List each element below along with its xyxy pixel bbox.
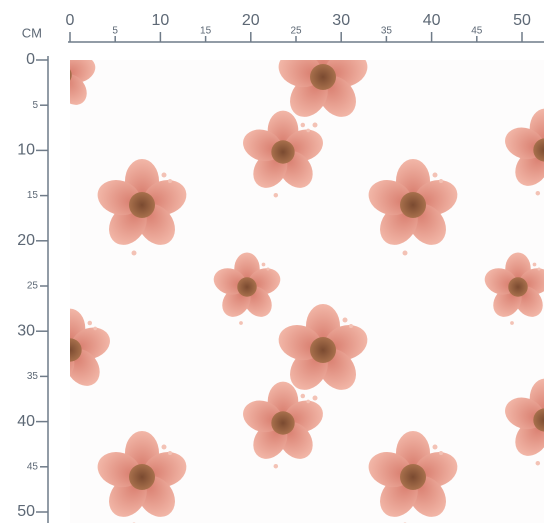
y-tick-label: 30 bbox=[17, 322, 35, 339]
y-tick-label: 35 bbox=[27, 371, 39, 382]
y-tick-label: 15 bbox=[27, 190, 39, 201]
unit-label: CM bbox=[22, 25, 42, 40]
x-tick-label: 20 bbox=[242, 12, 260, 29]
x-tick-label: 10 bbox=[152, 12, 170, 29]
x-tick-label: 15 bbox=[200, 26, 212, 37]
y-tick-label: 25 bbox=[27, 281, 39, 292]
y-tick-label: 40 bbox=[17, 413, 35, 430]
x-tick-label: 5 bbox=[112, 26, 118, 37]
x-tick-label: 50 bbox=[513, 12, 531, 29]
ruler-ticks: 0 5 10 15 20 25 30 35 40 45 50 0 5 10 15 20 25 30 35 40 45 50 bbox=[17, 12, 531, 520]
x-tick-label: 0 bbox=[66, 12, 75, 29]
x-tick-label: 30 bbox=[332, 12, 350, 29]
x-tick-label: 35 bbox=[381, 26, 393, 37]
y-tick-label: 45 bbox=[27, 461, 39, 472]
pattern bbox=[70, 60, 544, 523]
y-tick-label: 5 bbox=[32, 100, 38, 111]
y-tick-label: 0 bbox=[26, 51, 35, 68]
x-tick-label: 40 bbox=[423, 12, 441, 29]
x-tick-label: 25 bbox=[290, 26, 302, 37]
y-tick-label: 10 bbox=[17, 142, 35, 159]
y-tick-label: 50 bbox=[17, 503, 35, 520]
y-tick-label: 20 bbox=[17, 232, 35, 249]
x-tick-label: 45 bbox=[471, 26, 483, 37]
